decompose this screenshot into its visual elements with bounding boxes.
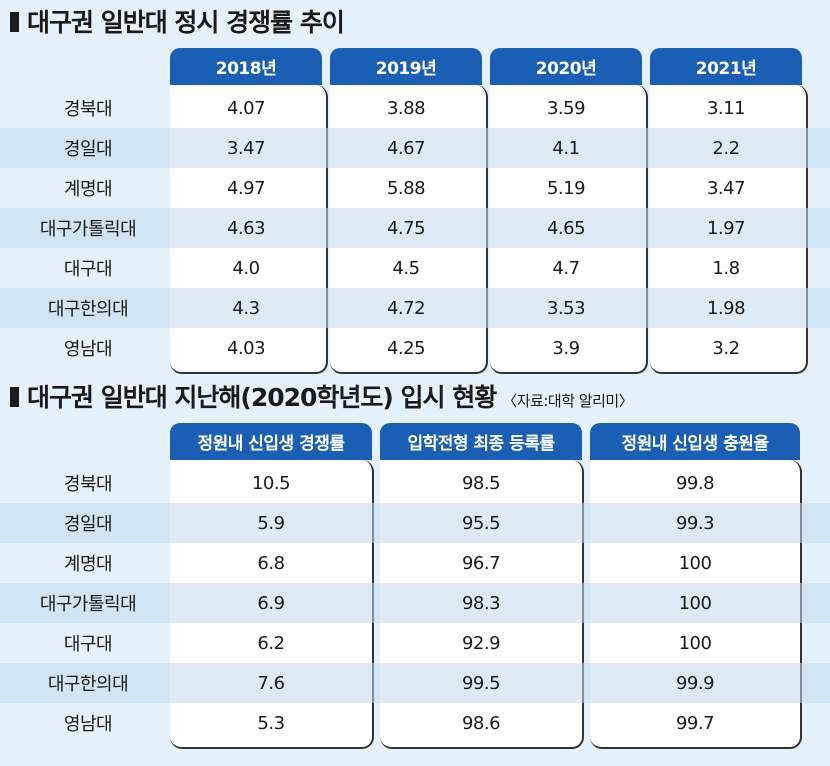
table-row: 경북대 10.5 98.5 99.8 bbox=[0, 463, 830, 503]
table-row: 영남대 4.03 4.25 3.9 3.2 bbox=[0, 328, 830, 368]
data-cell: 4.07 bbox=[226, 97, 266, 119]
table-row: 대구대 4.0 4.5 4.7 1.8 bbox=[0, 248, 830, 288]
row-label: 대구대 bbox=[63, 634, 113, 655]
data-cell: 6.8 bbox=[257, 552, 285, 574]
data-cell: 4.97 bbox=[226, 177, 266, 199]
data-cell: 3.47 bbox=[706, 177, 746, 199]
data-cell: 4.67 bbox=[386, 137, 426, 159]
row-label: 계명대 bbox=[63, 554, 113, 575]
data-cell: 100 bbox=[678, 632, 712, 654]
column-header: 2020년 bbox=[490, 48, 642, 85]
data-cell: 100 bbox=[678, 552, 712, 574]
table-row: 대구가톨릭대 4.63 4.75 4.65 1.97 bbox=[0, 208, 830, 248]
data-cell: 5.9 bbox=[257, 512, 285, 534]
row-band bbox=[0, 128, 830, 168]
data-cell: 3.11 bbox=[706, 97, 746, 119]
data-cell: 96.7 bbox=[461, 552, 501, 574]
data-cell: 100 bbox=[678, 592, 712, 614]
column-header: 2019년 bbox=[330, 48, 482, 85]
data-cell: 4.65 bbox=[546, 217, 586, 239]
table-row: 대구한의대 4.3 4.72 3.53 1.98 bbox=[0, 288, 830, 328]
data-cell: 98.5 bbox=[461, 472, 501, 494]
row-label: 계명대 bbox=[63, 179, 113, 200]
data-cell: 3.2 bbox=[712, 337, 740, 359]
data-cell: 5.88 bbox=[386, 177, 426, 199]
data-cell: 6.9 bbox=[257, 592, 285, 614]
data-cell: 6.2 bbox=[257, 632, 285, 654]
data-cell: 4.0 bbox=[232, 257, 260, 279]
data-cell: 3.59 bbox=[546, 97, 586, 119]
data-cell: 3.47 bbox=[226, 137, 266, 159]
column-header: 2021년 bbox=[650, 48, 802, 85]
table-row: 계명대 6.8 96.7 100 bbox=[0, 543, 830, 583]
data-cell: 1.97 bbox=[706, 217, 746, 239]
data-cell: 4.25 bbox=[386, 337, 426, 359]
data-cell: 3.9 bbox=[552, 337, 580, 359]
data-cell: 4.63 bbox=[226, 217, 266, 239]
row-label: 영남대 bbox=[63, 714, 113, 735]
table-row: 계명대 4.97 5.88 5.19 3.47 bbox=[0, 168, 830, 208]
square-bullet-icon bbox=[10, 12, 19, 32]
data-cell: 99.7 bbox=[675, 712, 715, 734]
data-cell: 4.75 bbox=[386, 217, 426, 239]
data-cell: 4.7 bbox=[552, 257, 580, 279]
column-header: 정원내 신입생 경쟁률 bbox=[170, 423, 372, 460]
table-row: 대구가톨릭대 6.9 98.3 100 bbox=[0, 583, 830, 623]
section1-title-text: 대구권 일반대 정시 경쟁률 추이 bbox=[27, 8, 345, 37]
column-header: 정원내 신입생 충원율 bbox=[590, 423, 800, 460]
table-row: 경일대 3.47 4.67 4.1 2.2 bbox=[0, 128, 830, 168]
row-label: 경북대 bbox=[63, 474, 113, 495]
table-row: 경북대 4.07 3.88 3.59 3.11 bbox=[0, 88, 830, 128]
row-label: 대구한의대 bbox=[47, 299, 129, 320]
table-row: 영남대 5.3 98.6 99.7 bbox=[0, 703, 830, 743]
data-cell: 1.98 bbox=[706, 297, 746, 319]
row-label: 영남대 bbox=[63, 339, 113, 360]
row-label: 경북대 bbox=[63, 99, 113, 120]
data-cell: 4.3 bbox=[232, 297, 260, 319]
data-cell: 7.6 bbox=[257, 672, 285, 694]
table-row: 대구한의대 7.6 99.5 99.9 bbox=[0, 663, 830, 703]
data-cell: 5.19 bbox=[546, 177, 586, 199]
data-cell: 95.5 bbox=[461, 512, 501, 534]
data-cell: 4.72 bbox=[386, 297, 426, 319]
row-band bbox=[0, 288, 830, 328]
data-cell: 98.6 bbox=[461, 712, 501, 734]
row-label: 경일대 bbox=[63, 514, 113, 535]
data-cell: 4.03 bbox=[226, 337, 266, 359]
data-cell: 2.2 bbox=[712, 137, 740, 159]
section2-title: 대구권 일반대 지난해(2020학년도) 입시 현황 〈자료:대학 알리미〉 bbox=[10, 383, 634, 412]
data-cell: 99.8 bbox=[675, 472, 715, 494]
section1-title: 대구권 일반대 정시 경쟁률 추이 bbox=[10, 8, 345, 37]
data-cell: 92.9 bbox=[461, 632, 501, 654]
row-label: 대구대 bbox=[63, 259, 113, 280]
data-cell: 99.9 bbox=[675, 672, 715, 694]
table-row: 경일대 5.9 95.5 99.3 bbox=[0, 503, 830, 543]
row-band bbox=[0, 583, 830, 623]
table-row: 대구대 6.2 92.9 100 bbox=[0, 623, 830, 663]
data-cell: 98.3 bbox=[461, 592, 501, 614]
column-header: 입학전형 최종 등록률 bbox=[380, 423, 582, 460]
data-cell: 3.53 bbox=[546, 297, 586, 319]
data-cell: 4.1 bbox=[552, 137, 580, 159]
section2-title-text: 대구권 일반대 지난해(2020학년도) 입시 현황 bbox=[27, 383, 497, 412]
row-band bbox=[0, 208, 830, 248]
data-cell: 99.3 bbox=[675, 512, 715, 534]
row-label: 대구한의대 bbox=[47, 674, 129, 695]
column-header: 2018년 bbox=[170, 48, 322, 85]
row-label: 대구가톨릭대 bbox=[39, 219, 137, 240]
data-cell: 5.3 bbox=[257, 712, 285, 734]
data-cell: 3.88 bbox=[386, 97, 426, 119]
source-note: 〈자료:대학 알리미〉 bbox=[502, 392, 634, 410]
data-cell: 99.5 bbox=[461, 672, 501, 694]
square-bullet-icon bbox=[10, 387, 19, 407]
row-label: 경일대 bbox=[63, 139, 113, 160]
data-cell: 10.5 bbox=[251, 472, 291, 494]
row-band bbox=[0, 663, 830, 703]
data-cell: 1.8 bbox=[712, 257, 740, 279]
row-band bbox=[0, 503, 830, 543]
data-cell: 4.5 bbox=[392, 257, 420, 279]
row-label: 대구가톨릭대 bbox=[39, 594, 137, 615]
